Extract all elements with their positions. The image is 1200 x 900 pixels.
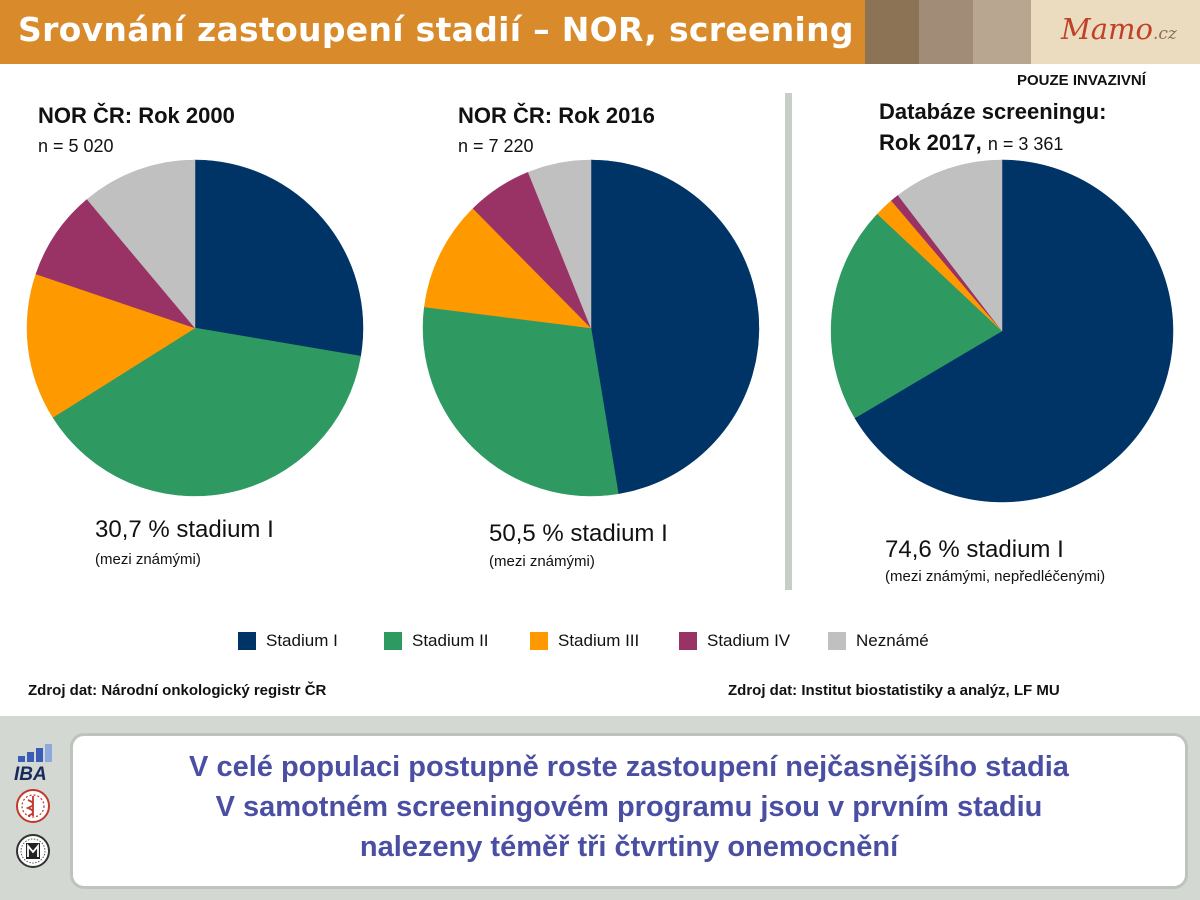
panel-2016-title: NOR ČR: Rok 2016 bbox=[458, 103, 655, 128]
pie-2000-slice-stage-1 bbox=[194, 159, 364, 357]
panel-2000-stat: 30,7 % stadium I bbox=[95, 516, 274, 543]
legend-label: Stadium III bbox=[558, 631, 640, 650]
pie-screening-slice-unknown bbox=[897, 159, 1003, 332]
panel-screening-title: Databáze screeningu: bbox=[879, 99, 1107, 124]
panel-screening-stat-note: (mezi známými, nepředléčenými) bbox=[885, 568, 1106, 585]
mamo-logo-name: Mamo bbox=[1061, 12, 1153, 46]
mamo-logo-text: Mamo.cz bbox=[1061, 12, 1177, 46]
pie-screening-slice-stage-1 bbox=[854, 159, 1174, 503]
iba-logo-bar bbox=[27, 752, 34, 762]
decor-stripe bbox=[973, 0, 1031, 64]
invasive-only-note: POUZE INVAZIVNÍ bbox=[1017, 72, 1146, 89]
page-title: Srovnání zastoupení stadií – NOR, screen… bbox=[18, 10, 854, 49]
panel-2000-count: n = 5 020 bbox=[38, 136, 114, 156]
panel-2000-title: NOR ČR: Rok 2000 bbox=[38, 103, 235, 128]
pie-2016-slice-stage-2 bbox=[422, 306, 619, 497]
iba-logo: IBA bbox=[12, 742, 58, 785]
panel-screening-subtitle: Rok 2017, n = 3 361 bbox=[879, 128, 1063, 159]
mamo-logo-suffix: .cz bbox=[1152, 24, 1177, 44]
legend-swatch bbox=[679, 632, 697, 650]
pie-2000-slice-stage-3 bbox=[26, 273, 196, 418]
legend-swatch bbox=[530, 632, 548, 650]
pie-2016-slice-stage-1 bbox=[590, 159, 760, 495]
panel-screening-stat: 74,6 % stadium I bbox=[885, 536, 1064, 563]
legend-label: Stadium II bbox=[412, 631, 489, 650]
conclusion-line-1: V celé populaci postupně roste zastoupen… bbox=[189, 751, 1069, 783]
panel-screening-year: Rok 2017, bbox=[879, 130, 982, 155]
panel-2016-count: n = 7 220 bbox=[458, 136, 534, 156]
header: Srovnání zastoupení stadií – NOR, screen… bbox=[0, 0, 1200, 64]
decor-stripe bbox=[865, 0, 919, 64]
conclusion-box: V celé populaci postupně roste zastoupen… bbox=[70, 733, 1188, 889]
legend-label: Stadium IV bbox=[707, 631, 791, 650]
pie-screening-slice-stage-2 bbox=[830, 213, 1003, 419]
mamo-logo: Mamo.cz bbox=[1031, 0, 1200, 64]
pie-2016-slice-stage-3 bbox=[424, 208, 592, 329]
masaryk-university-logo bbox=[16, 834, 50, 868]
decor-stripe bbox=[919, 0, 973, 64]
legend-swatch bbox=[828, 632, 846, 650]
medical-faculty-logo bbox=[16, 789, 50, 823]
legend-swatch bbox=[384, 632, 402, 650]
source-left: Zdroj dat: Národní onkologický registr Č… bbox=[28, 682, 327, 699]
panel-screening-count: n = 3 361 bbox=[987, 134, 1064, 154]
conclusion-line-3: nalezeny téměř tři čtvrtiny onemocnění bbox=[359, 831, 899, 863]
pie-2000-slice-stage-2 bbox=[52, 327, 361, 497]
pie-2000-slice-stage-4 bbox=[35, 198, 196, 329]
legend-label: Stadium I bbox=[266, 631, 338, 650]
iba-logo-bar bbox=[36, 748, 43, 762]
panel-2016-stat-note: (mezi známými) bbox=[489, 553, 595, 570]
conclusion-line-2: V samotném screeningovém programu jsou v… bbox=[215, 791, 1043, 823]
iba-logo-text: IBA bbox=[14, 764, 47, 785]
iba-logo-bar bbox=[18, 756, 25, 762]
source-right: Zdroj dat: Institut biostatistiky a anal… bbox=[728, 682, 1060, 699]
pie-2000-slice-unknown bbox=[86, 159, 196, 329]
legend-label: Neznámé bbox=[856, 631, 929, 650]
panel-divider bbox=[785, 93, 792, 590]
iba-logo-bar bbox=[45, 744, 52, 762]
panel-2016-stat: 50,5 % stadium I bbox=[489, 520, 668, 547]
pie-2016-slice-unknown bbox=[527, 159, 592, 329]
panel-2000-stat-note: (mezi známými) bbox=[95, 551, 201, 568]
title-bar: Srovnání zastoupení stadií – NOR, screen… bbox=[0, 0, 865, 64]
legend-swatch bbox=[238, 632, 256, 650]
